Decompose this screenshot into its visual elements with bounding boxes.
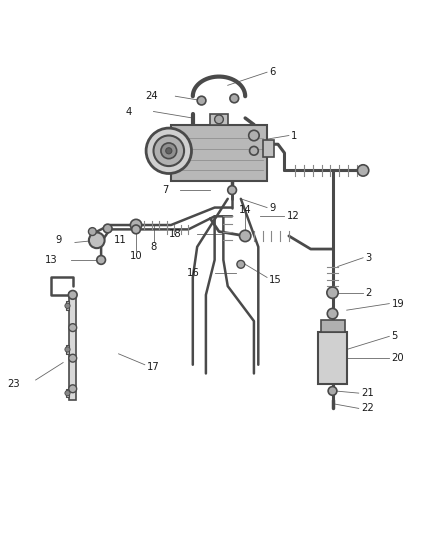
Circle shape <box>68 290 77 299</box>
Circle shape <box>89 232 105 248</box>
Bar <box>66 345 69 354</box>
Circle shape <box>65 303 70 309</box>
Circle shape <box>357 165 369 176</box>
Circle shape <box>240 230 251 241</box>
Circle shape <box>132 225 141 234</box>
Circle shape <box>161 143 177 159</box>
Text: 18: 18 <box>169 229 182 239</box>
Bar <box>171 125 267 181</box>
Circle shape <box>166 148 172 154</box>
Text: 1: 1 <box>291 131 297 141</box>
Text: 14: 14 <box>239 205 251 215</box>
Circle shape <box>249 130 259 141</box>
Circle shape <box>146 128 191 174</box>
Circle shape <box>88 228 96 236</box>
Circle shape <box>327 309 338 319</box>
Bar <box>318 332 347 384</box>
Text: 13: 13 <box>45 255 57 265</box>
Text: 8: 8 <box>150 242 157 252</box>
Circle shape <box>197 96 206 105</box>
Text: 24: 24 <box>145 91 158 101</box>
Circle shape <box>103 224 112 233</box>
Bar <box>321 320 345 332</box>
Circle shape <box>69 385 77 393</box>
Circle shape <box>328 386 337 395</box>
Text: 7: 7 <box>162 185 169 195</box>
Circle shape <box>215 115 223 124</box>
Text: 15: 15 <box>269 274 282 285</box>
Circle shape <box>230 94 239 103</box>
Text: 3: 3 <box>365 253 371 263</box>
Text: 9: 9 <box>56 235 62 245</box>
Text: 21: 21 <box>361 388 374 398</box>
Bar <box>263 140 274 157</box>
Circle shape <box>228 185 237 195</box>
Text: 20: 20 <box>392 353 404 363</box>
Text: 19: 19 <box>392 298 404 309</box>
Text: 5: 5 <box>392 332 398 341</box>
Bar <box>66 302 69 310</box>
Bar <box>69 293 76 400</box>
Text: 22: 22 <box>361 403 374 414</box>
Text: 2: 2 <box>365 288 371 298</box>
Text: 23: 23 <box>8 379 20 390</box>
Circle shape <box>327 287 338 298</box>
Text: 11: 11 <box>114 235 127 245</box>
Circle shape <box>153 135 184 166</box>
Text: 16: 16 <box>187 268 199 278</box>
Circle shape <box>65 391 70 395</box>
Text: 4: 4 <box>125 107 132 117</box>
Circle shape <box>250 147 258 155</box>
Circle shape <box>69 354 77 362</box>
Circle shape <box>237 261 245 268</box>
Circle shape <box>131 220 142 231</box>
Text: 17: 17 <box>147 362 160 372</box>
Text: 6: 6 <box>269 67 276 77</box>
Bar <box>66 389 69 398</box>
Text: 12: 12 <box>287 211 300 221</box>
Circle shape <box>65 347 70 352</box>
Bar <box>210 114 228 125</box>
Circle shape <box>97 256 106 264</box>
Text: 9: 9 <box>269 203 276 213</box>
Circle shape <box>69 324 77 332</box>
Text: 10: 10 <box>130 251 142 261</box>
